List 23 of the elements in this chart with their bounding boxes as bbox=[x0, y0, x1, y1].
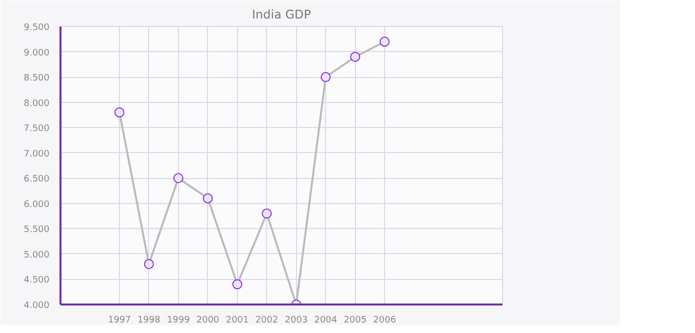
y-tick-label: 4.500 bbox=[24, 276, 50, 286]
y-tick-label: 5.000 bbox=[24, 250, 50, 260]
x-tick-label: 2000 bbox=[196, 316, 220, 326]
x-tick-label: 1999 bbox=[166, 316, 190, 326]
y-tick-label: 8.500 bbox=[24, 74, 50, 84]
y-tick-label: 9.000 bbox=[24, 48, 50, 58]
x-tick-label: 2005 bbox=[344, 316, 367, 326]
x-tick-label: 2002 bbox=[255, 316, 278, 326]
x-tick-label: 2006 bbox=[373, 316, 396, 326]
y-tick-label: 7.500 bbox=[24, 124, 50, 134]
x-tick-label: 2003 bbox=[284, 316, 308, 326]
y-tick-label: 5.500 bbox=[24, 225, 50, 236]
chart-title: India GDP bbox=[252, 8, 312, 22]
y-tick-label: 9.500 bbox=[24, 23, 50, 33]
y-tick-label: 8.000 bbox=[24, 98, 50, 109]
x-tick-label: 2004 bbox=[314, 316, 338, 326]
y-tick-label: 7.000 bbox=[24, 149, 50, 160]
x-tick-label: 1997 bbox=[108, 316, 131, 326]
x-tick-label: 1998 bbox=[137, 316, 161, 326]
x-tick-label: 2001 bbox=[226, 316, 249, 326]
y-tick-label: 4.000 bbox=[24, 301, 50, 311]
y-tick-label: 6.000 bbox=[24, 200, 50, 210]
y-tick-label: 6.500 bbox=[24, 174, 50, 185]
